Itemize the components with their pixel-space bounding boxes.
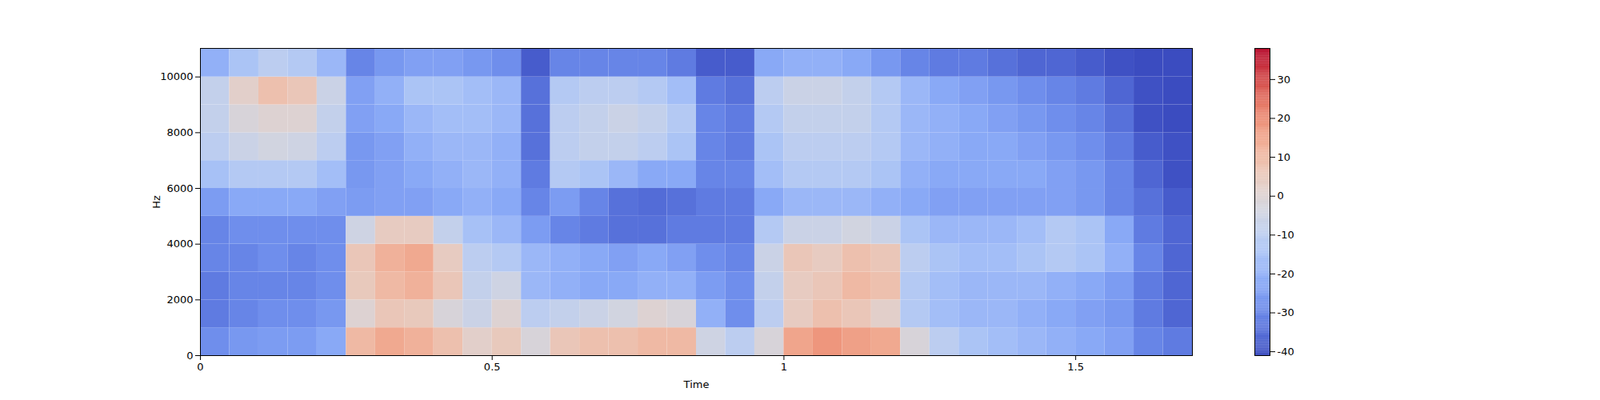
svg-text:8000: 8000 (166, 126, 193, 139)
svg-text:6000: 6000 (166, 182, 193, 195)
svg-text:10000: 10000 (160, 70, 193, 83)
svg-text:10: 10 (1277, 151, 1292, 164)
svg-text:0: 0 (1277, 189, 1284, 202)
svg-text:0: 0 (186, 349, 193, 362)
svg-text:Hz: Hz (150, 195, 163, 209)
svg-text:1.5: 1.5 (1067, 360, 1084, 373)
svg-text:30: 30 (1277, 73, 1292, 86)
svg-text:0.5: 0.5 (484, 360, 501, 373)
svg-text:2000: 2000 (166, 293, 193, 306)
svg-text:20: 20 (1277, 112, 1292, 124)
svg-text:4000: 4000 (166, 237, 193, 250)
svg-text:-40: -40 (1277, 345, 1295, 358)
svg-text:-10: -10 (1277, 228, 1295, 241)
svg-text:-20: -20 (1277, 268, 1295, 280)
svg-text:-30: -30 (1277, 306, 1295, 319)
svg-text:0: 0 (196, 360, 204, 373)
svg-text:Time: Time (683, 378, 710, 391)
svg-text:1: 1 (780, 360, 788, 373)
